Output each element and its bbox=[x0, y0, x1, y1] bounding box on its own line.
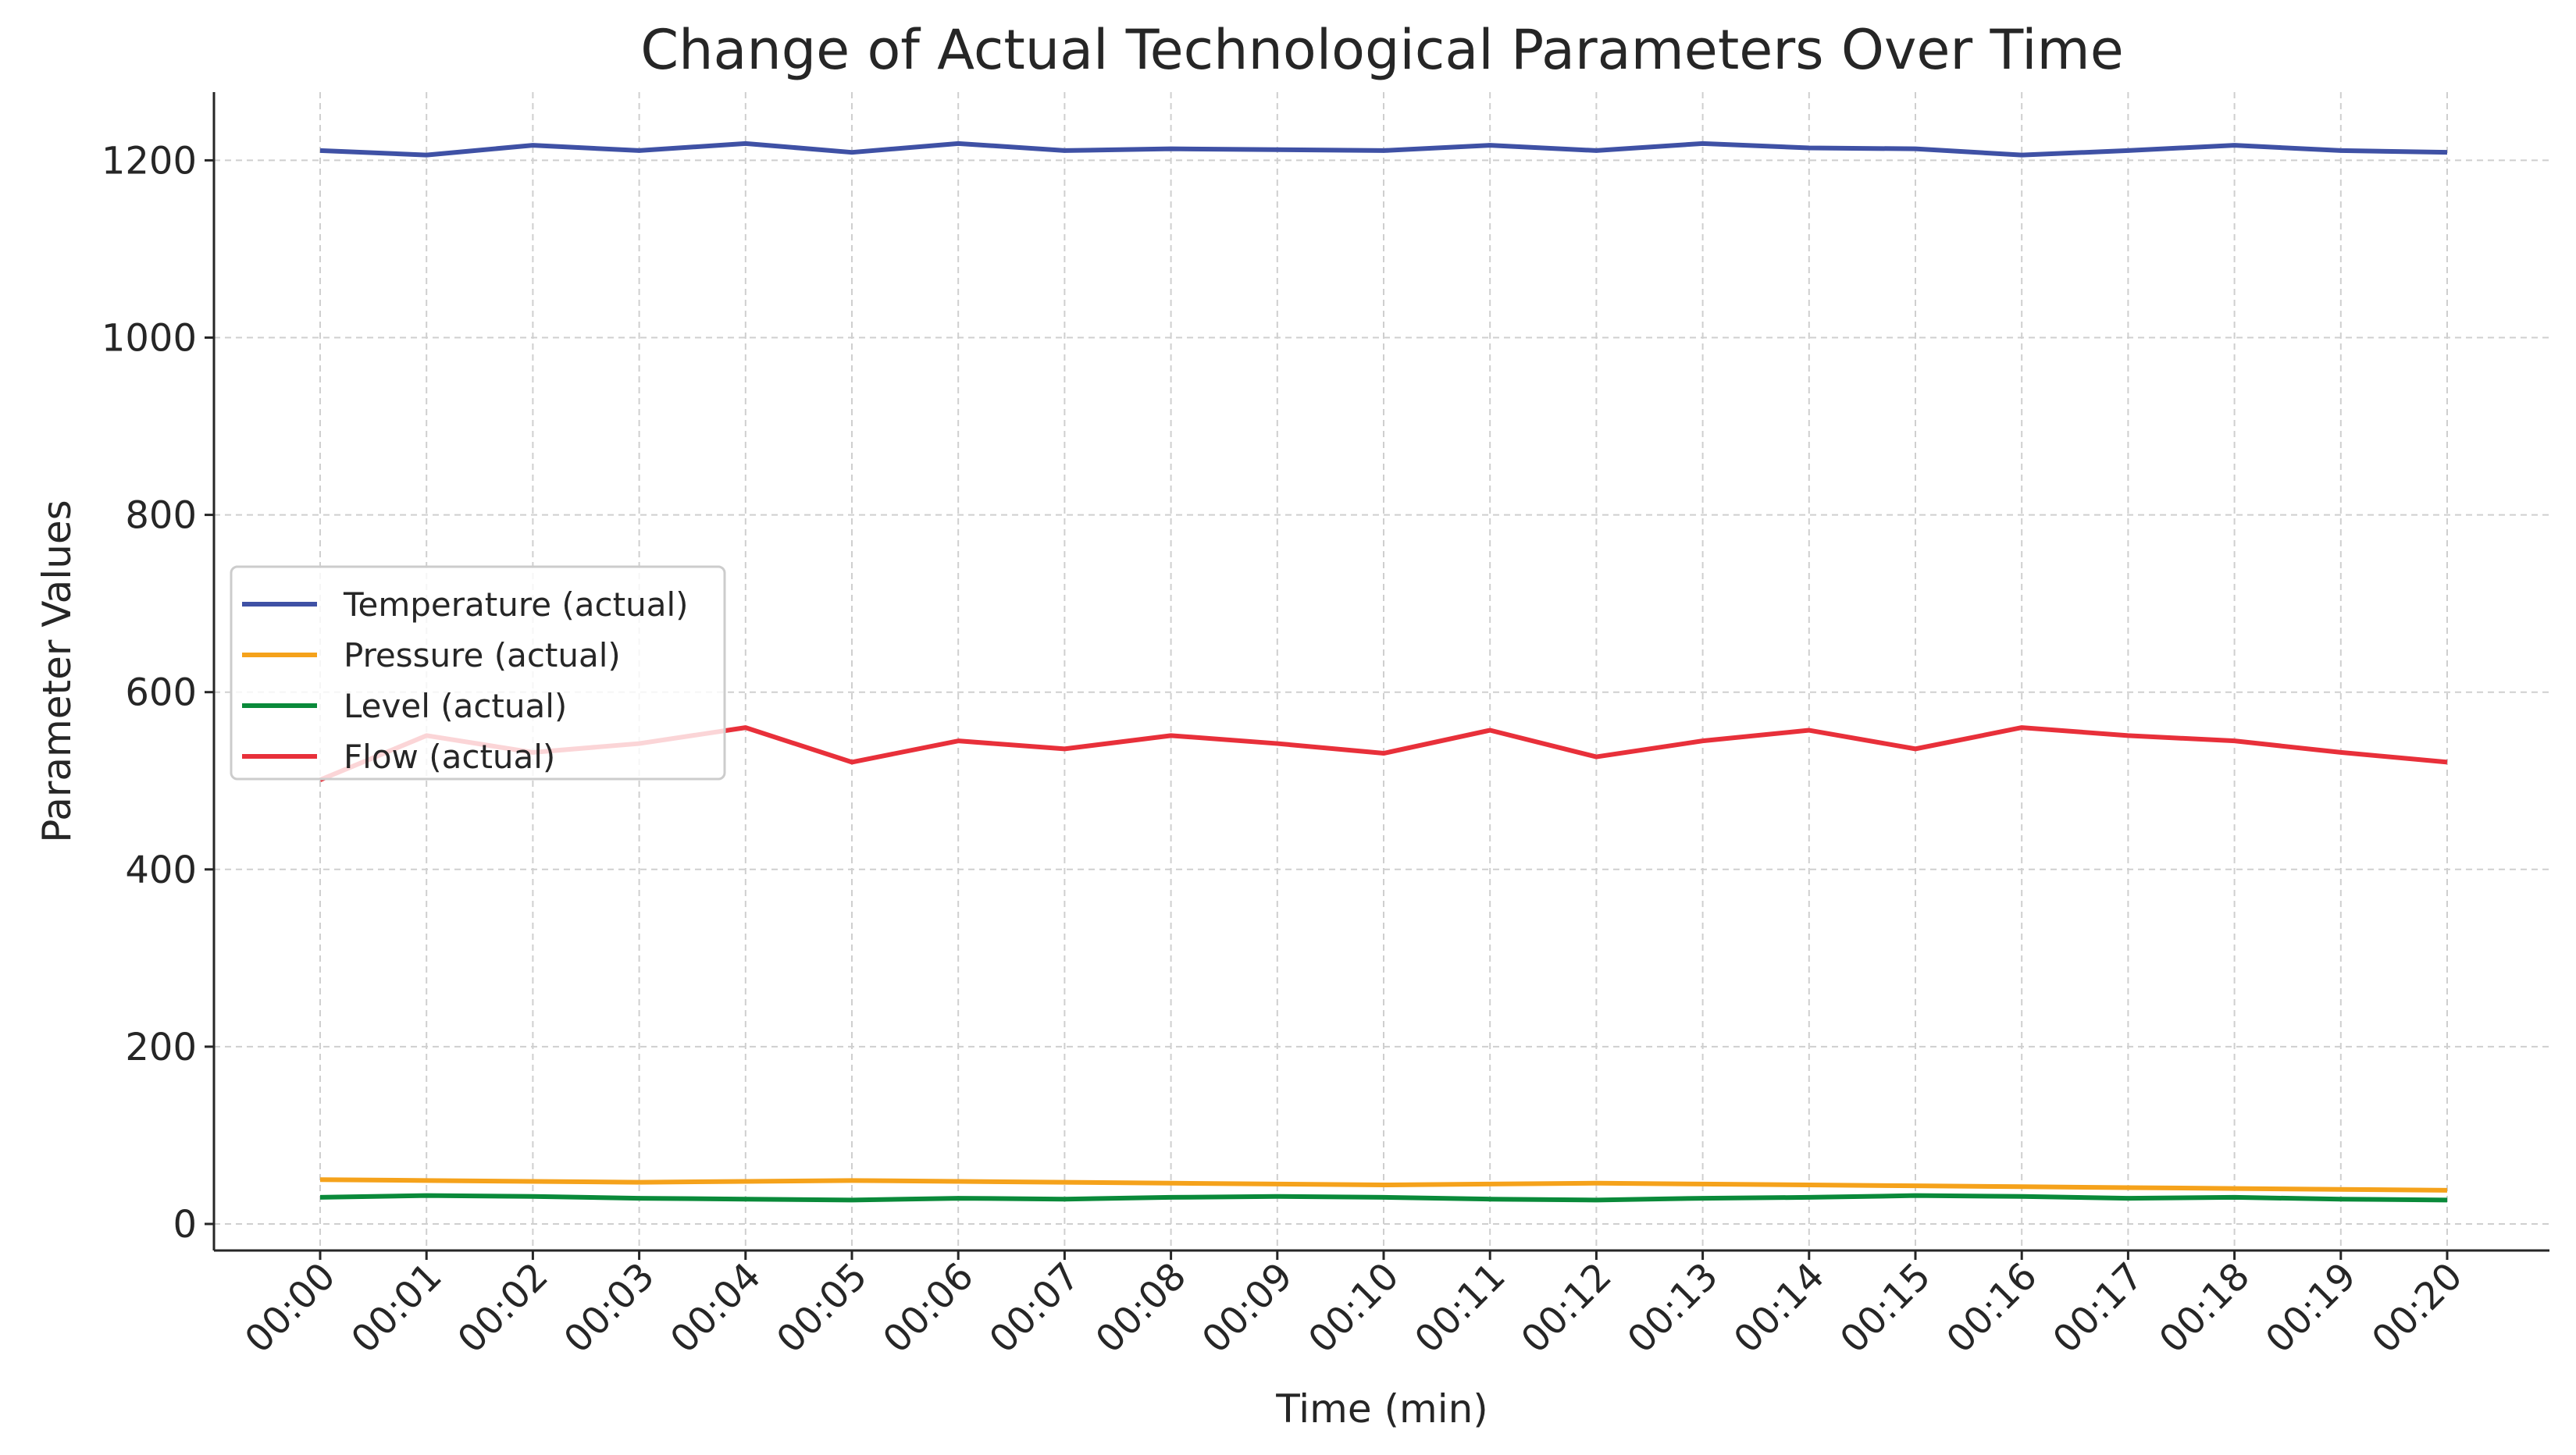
x-tick-label: 00:00 bbox=[237, 1254, 344, 1361]
x-tick-label: 00:14 bbox=[1726, 1254, 1833, 1361]
legend-label: Temperature (actual) bbox=[343, 585, 689, 624]
y-tick-label: 1200 bbox=[102, 139, 197, 183]
x-tick-label: 00:16 bbox=[1938, 1254, 2045, 1361]
legend-box bbox=[230, 565, 726, 781]
x-tick-label: 00:06 bbox=[875, 1254, 982, 1361]
y-tick-label: 1000 bbox=[102, 317, 197, 361]
x-tick-label: 00:10 bbox=[1300, 1254, 1407, 1361]
legend-label: Pressure (actual) bbox=[344, 636, 621, 674]
x-tick-label: 00:18 bbox=[2151, 1254, 2258, 1361]
x-tick-label: 00:17 bbox=[2044, 1254, 2151, 1361]
series-line-temperature bbox=[319, 141, 2448, 158]
x-tick-label: 00:12 bbox=[1512, 1254, 1619, 1361]
series-line-level bbox=[319, 1193, 2448, 1203]
x-tick-label: 00:01 bbox=[343, 1254, 450, 1361]
x-tick-label: 00:15 bbox=[1832, 1254, 1939, 1361]
y-tick-label: 800 bbox=[125, 494, 197, 538]
x-tick-label: 00:20 bbox=[2364, 1254, 2471, 1361]
grid-lines bbox=[214, 92, 2549, 1250]
y-tick-label: 400 bbox=[125, 848, 197, 892]
legend-label: Flow (actual) bbox=[344, 738, 555, 776]
series-line-pressure bbox=[319, 1177, 2448, 1193]
legend-label: Level (actual) bbox=[344, 687, 567, 725]
x-tick-label: 00:13 bbox=[1619, 1254, 1726, 1361]
legend: Temperature (actual) Pressure (actual) Lev… bbox=[230, 565, 726, 781]
x-tick-label: 00:02 bbox=[449, 1254, 556, 1361]
x-axis-label: Time (min) bbox=[1275, 1386, 1488, 1432]
x-tick-label: 00:05 bbox=[768, 1254, 875, 1361]
x-tick-label: 00:09 bbox=[1194, 1254, 1301, 1361]
y-tick-label: 0 bbox=[173, 1203, 197, 1247]
y-tick-label: 600 bbox=[125, 671, 197, 715]
x-tick-label: 00:08 bbox=[1088, 1254, 1195, 1361]
series-lines bbox=[319, 141, 2448, 1203]
y-tick-label: 200 bbox=[125, 1026, 197, 1069]
x-tick-label: 00:11 bbox=[1406, 1254, 1513, 1361]
x-tick-label: 00:19 bbox=[2257, 1254, 2364, 1361]
x-tick-label: 00:07 bbox=[981, 1254, 1088, 1361]
y-axis-label: Parameter Values bbox=[34, 500, 80, 842]
chart-title: Change of Actual Technological Parameter… bbox=[640, 18, 2124, 82]
x-tick-label: 00:03 bbox=[556, 1254, 663, 1361]
x-tick-label: 00:04 bbox=[662, 1254, 769, 1361]
